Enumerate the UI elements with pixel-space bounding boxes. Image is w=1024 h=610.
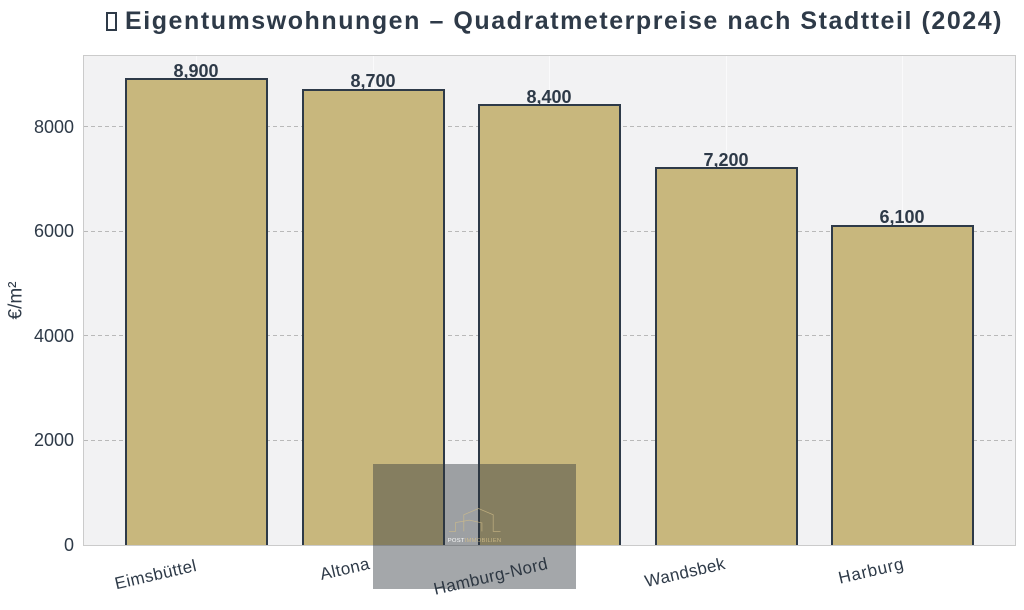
svg-text:POSTIMMOBILIEN: POSTIMMOBILIEN [448, 538, 502, 544]
